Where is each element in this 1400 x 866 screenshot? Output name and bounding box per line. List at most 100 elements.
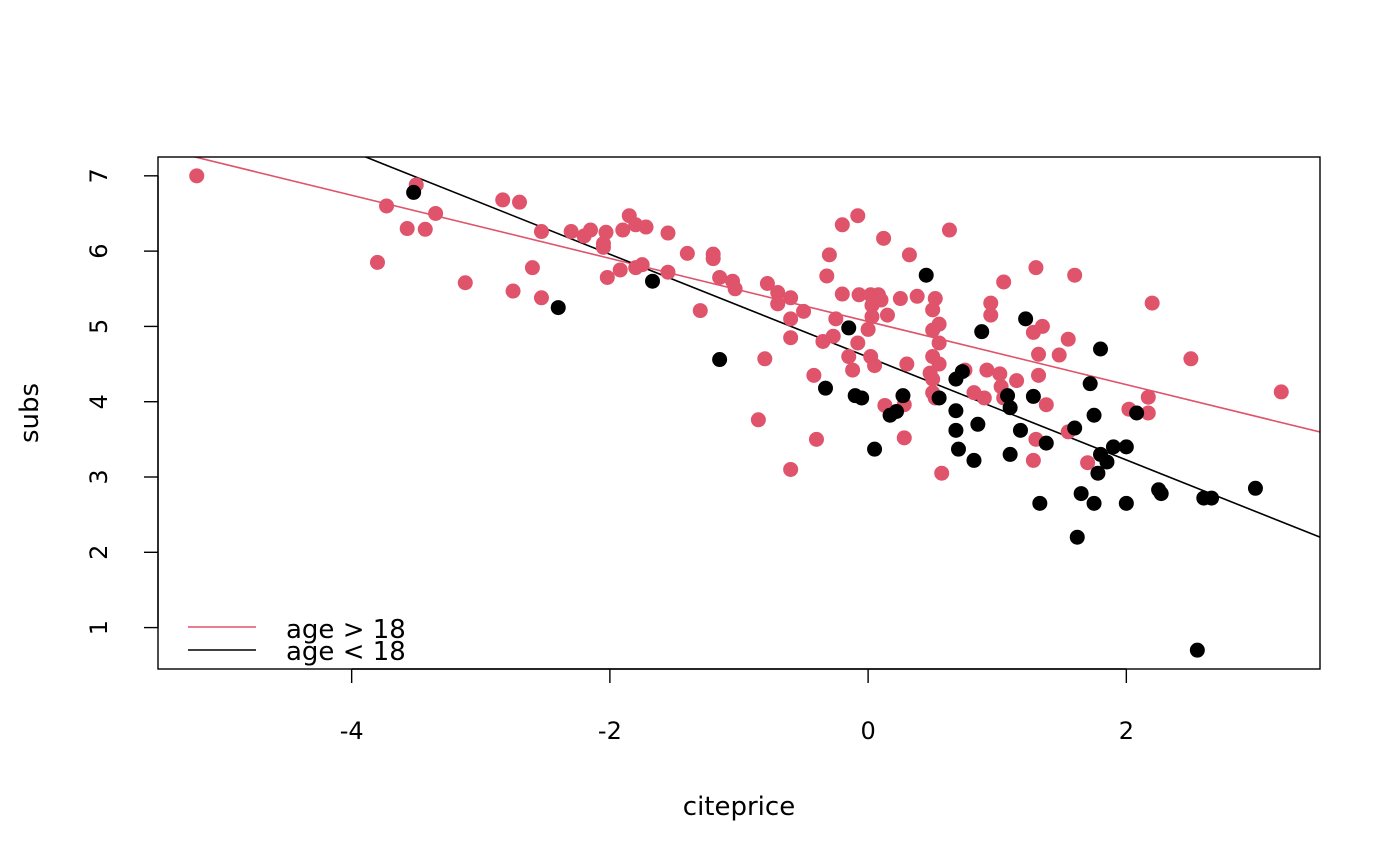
data-point [966,452,982,468]
data-point [834,286,850,302]
y-tick-label: 4 [85,394,113,409]
data-point [563,224,579,240]
data-point [1038,435,1054,451]
data-point [899,356,915,372]
data-point [983,295,999,311]
data-point [864,309,880,325]
data-point [950,441,966,457]
data-point [931,335,947,351]
data-point [595,239,611,255]
data-point [512,194,528,210]
data-point [909,288,925,304]
data-point [821,247,837,263]
data-point [644,273,660,289]
data-point [783,311,799,327]
data-point [612,262,628,278]
data-point [428,205,444,221]
data-point [750,412,766,428]
data-point [583,222,599,238]
data-point [1140,389,1156,405]
data-point [1189,642,1205,658]
data-point [1273,384,1289,400]
data-point [976,390,992,406]
data-point [679,245,695,261]
data-point [892,291,908,307]
data-point [983,307,999,323]
data-point [1025,452,1041,468]
data-point [1118,495,1134,511]
data-point [1060,331,1076,347]
data-point [1028,260,1044,276]
data-point [1031,367,1047,383]
data-point [598,224,614,240]
data-point [660,264,676,280]
data-point [783,461,799,477]
data-point [841,320,857,336]
legend-label-age-over-18: age > 18 [286,615,406,645]
data-point [850,208,866,224]
data-point [1038,397,1054,413]
data-point [1090,465,1106,481]
x-axis: -4 -2 0 2 [340,668,1134,745]
data-point [941,222,957,238]
data-point [759,275,775,291]
y-tick-label: 2 [85,545,113,560]
data-point [369,254,385,270]
data-point [399,221,415,237]
data-point [1153,486,1169,502]
data-point [901,247,917,263]
legend-label-age-under-18: age < 18 [286,637,406,667]
data-point [1183,351,1199,367]
data-point [533,224,549,240]
y-axis: 1 2 3 4 5 6 7 [85,168,159,635]
data-point [379,198,395,214]
data-point [979,362,995,378]
data-point [1105,439,1121,455]
data-point [992,366,1008,382]
data-point [954,364,970,380]
data-point [876,230,892,246]
data-point [1073,486,1089,502]
data-point [925,371,941,387]
y-tick-label: 7 [85,168,113,183]
y-tick-label: 6 [85,243,113,258]
data-point [1002,400,1018,416]
x-axis-title: citeprice [683,792,795,822]
data-point [727,281,743,297]
data-point [1051,347,1067,363]
data-point [925,322,941,338]
data-point [1069,529,1085,545]
data-point [1204,490,1220,506]
data-point [1086,407,1102,423]
data-point [927,291,943,307]
data-point [1067,267,1083,283]
y-axis-title: subs [15,383,45,443]
series-age-under-18 [406,184,1263,658]
data-point [854,390,870,406]
data-point [1002,446,1018,462]
data-point [970,416,986,432]
data-point [615,222,631,238]
data-point [783,290,799,306]
data-point [948,422,964,438]
data-point [796,303,812,319]
data-point [841,349,857,365]
data-point [1032,495,1048,511]
data-point [889,403,905,419]
data-point [1082,376,1098,392]
data-point [896,430,912,446]
data-point [1129,405,1145,421]
data-point [1086,495,1102,511]
data-point [818,380,834,396]
data-point [974,324,990,340]
data-point [860,321,876,337]
data-point [825,328,841,344]
data-point [495,192,511,208]
data-point [599,269,615,285]
data-point [819,268,835,284]
data-point [505,283,521,299]
y-tick-label: 1 [85,620,113,635]
data-point [1031,346,1047,362]
data-point [660,225,676,241]
